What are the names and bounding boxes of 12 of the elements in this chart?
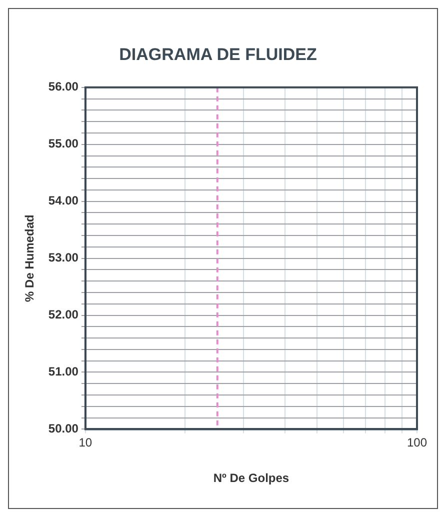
chart-title: DIAGRAMA DE FLUIDEZ — [119, 44, 317, 64]
y-tick-label: 54.00 — [48, 194, 79, 208]
y-tick-label: 51.00 — [48, 364, 79, 379]
x-tick-label: 10 — [78, 436, 92, 450]
y-tick-label: 56.00 — [48, 80, 79, 94]
y-tick-label: 52.00 — [48, 308, 79, 322]
y-tick-label: 55.00 — [48, 136, 79, 151]
x-tick-label: 100 — [406, 436, 428, 450]
y-tick-label: 53.00 — [48, 250, 79, 265]
x-axis-title: Nº De Golpes — [213, 471, 290, 486]
text: 50.00 — [48, 422, 78, 436]
y-axis-title: % De Humedad — [22, 214, 37, 302]
